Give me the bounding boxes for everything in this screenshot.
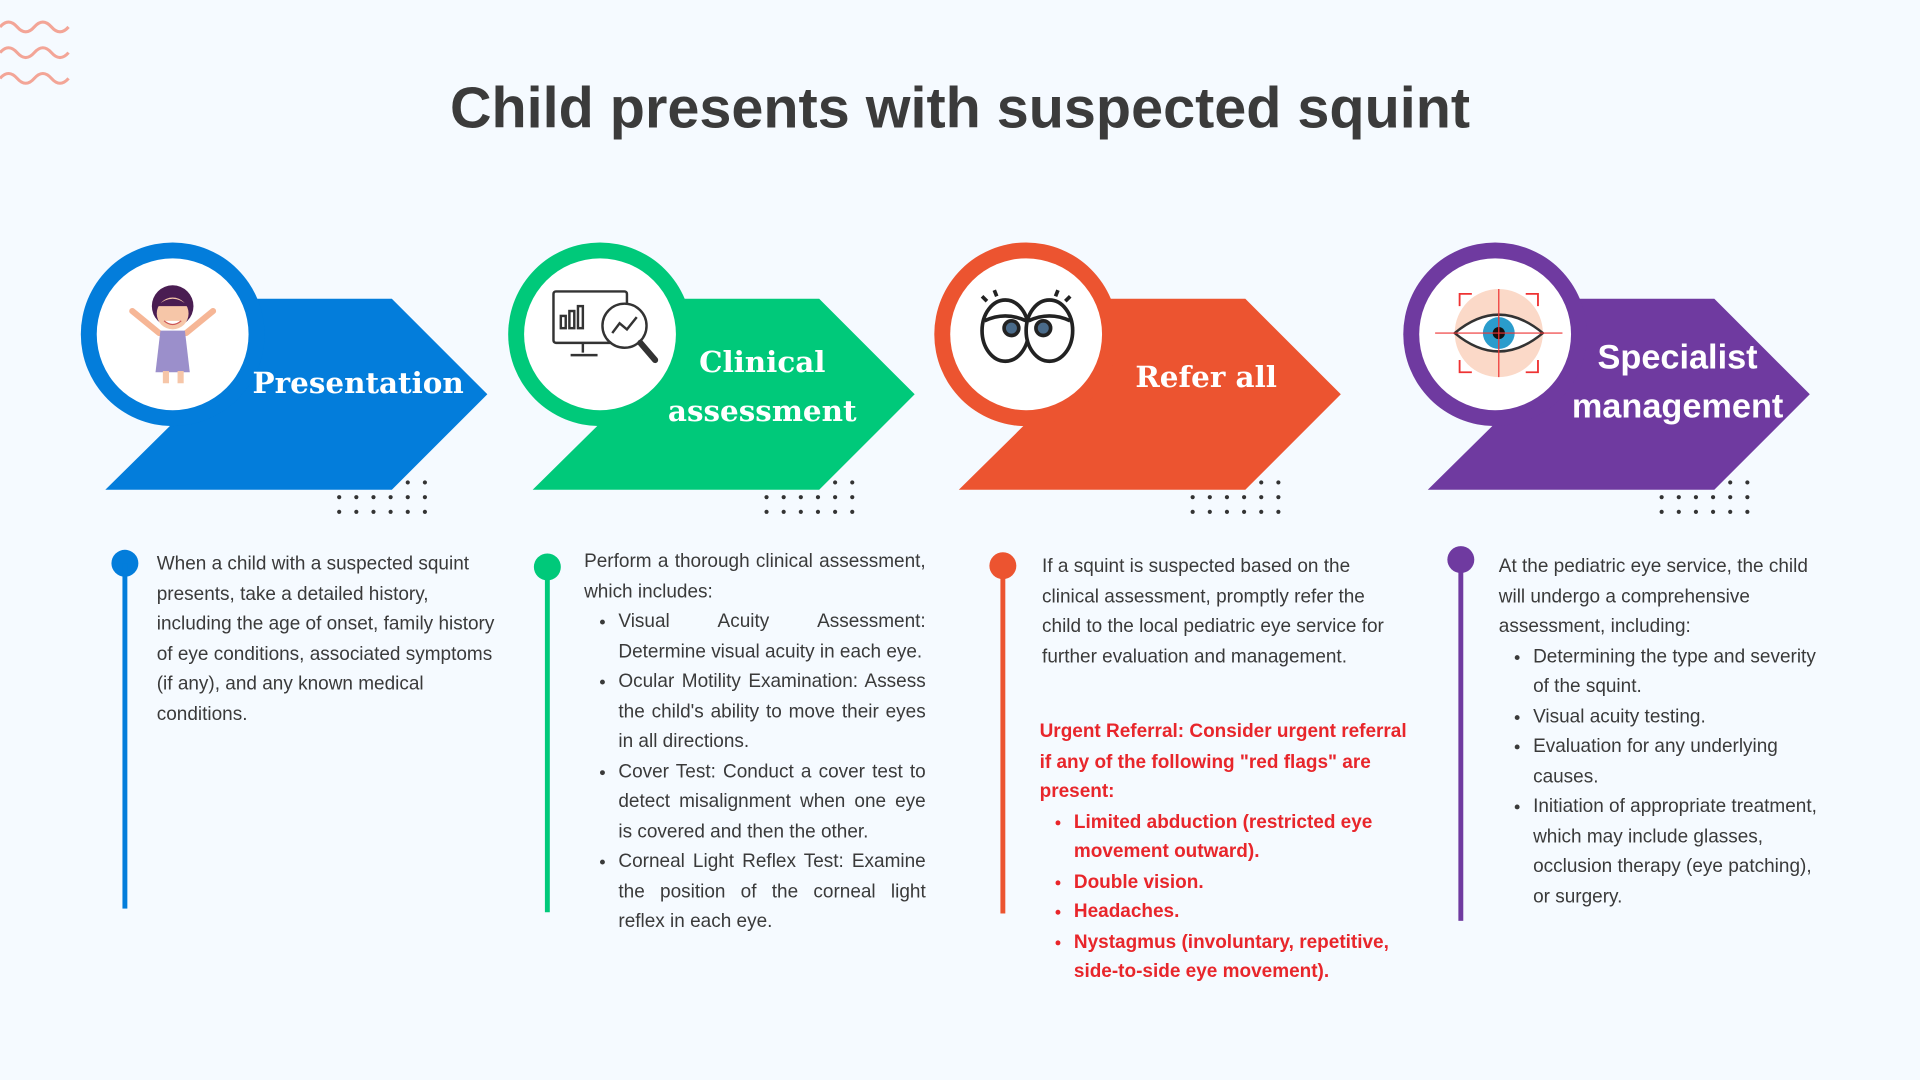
dot-pattern bbox=[337, 480, 427, 514]
list-item: Visual acuity testing. bbox=[1533, 702, 1829, 732]
heading-refer-all: Refer all bbox=[1135, 358, 1277, 395]
page-title: Child presents with suspected squint bbox=[449, 74, 1471, 140]
wave-decoration bbox=[0, 20, 70, 85]
red-flag-list: Limited abduction (restricted eye moveme… bbox=[1040, 808, 1413, 988]
heading-line: management bbox=[1571, 386, 1784, 425]
list-item: Corneal Light Reflex Test: Examine the p… bbox=[618, 847, 925, 937]
clinical-assessment-text: Perform a thorough clinical assessment, … bbox=[584, 547, 926, 937]
eye-target-icon bbox=[1435, 288, 1563, 378]
list-item: Cover Test: Conduct a cover test to dete… bbox=[618, 757, 925, 847]
presentation-text: When a child with a suspected squint pre… bbox=[156, 553, 495, 725]
heading-line: Specialist bbox=[1597, 337, 1758, 376]
list-item: Limited abduction (restricted eye moveme… bbox=[1074, 808, 1413, 868]
dot-pattern bbox=[1190, 480, 1281, 514]
bullet-list: Visual Acuity Assessment: Determine visu… bbox=[584, 607, 925, 937]
timeline-line bbox=[544, 566, 550, 913]
list-item: Ocular Motility Examination: Assess the … bbox=[618, 667, 925, 757]
icon-circle bbox=[524, 258, 676, 411]
list-item: Determining the type and severity of the… bbox=[1533, 642, 1829, 702]
dot-pattern bbox=[764, 480, 855, 514]
urgent-referral: Urgent Referral: Consider urgent referra… bbox=[1040, 718, 1413, 988]
heading-specialist-management: Specialist management bbox=[1561, 333, 1794, 431]
dot-pattern bbox=[1659, 480, 1750, 514]
heading-clinical-assessment: Clinical assessment bbox=[661, 338, 863, 436]
step-graphic bbox=[508, 242, 915, 514]
specialist-management-text: At the pediatric eye service, the child … bbox=[1499, 552, 1830, 912]
urgent-intro: Urgent Referral: Consider urgent referra… bbox=[1039, 721, 1407, 803]
list-item: Nystagmus (involuntary, repetitive, side… bbox=[1074, 928, 1413, 988]
timeline-line bbox=[1000, 565, 1006, 914]
analytics-magnifier-icon bbox=[552, 290, 659, 364]
list-item: Evaluation for any underlying causes. bbox=[1533, 732, 1829, 792]
heading-presentation: Presentation bbox=[252, 364, 464, 401]
intro: At the pediatric eye service, the child … bbox=[1498, 555, 1808, 637]
list-item: Visual Acuity Assessment: Determine visu… bbox=[618, 607, 925, 667]
timeline-line bbox=[1458, 559, 1464, 921]
child-icon bbox=[129, 285, 217, 384]
heading-line: assessment bbox=[667, 393, 857, 429]
refer-paragraph: If a squint is suspected based on the cl… bbox=[1042, 555, 1384, 667]
refer-all-text: If a squint is suspected based on the cl… bbox=[1042, 552, 1397, 672]
list-item: Initiation of appropriate treatment, whi… bbox=[1533, 792, 1829, 912]
intro: Perform a thorough clinical assessment, … bbox=[584, 551, 926, 602]
list-item: Double vision. bbox=[1074, 868, 1413, 898]
list-item: Headaches. bbox=[1074, 898, 1413, 928]
heading-line: Clinical bbox=[699, 344, 826, 380]
cartoon-eyes-icon bbox=[980, 289, 1075, 364]
bullet-list: Determining the type and severity of the… bbox=[1499, 642, 1830, 912]
timeline-line bbox=[122, 563, 128, 909]
